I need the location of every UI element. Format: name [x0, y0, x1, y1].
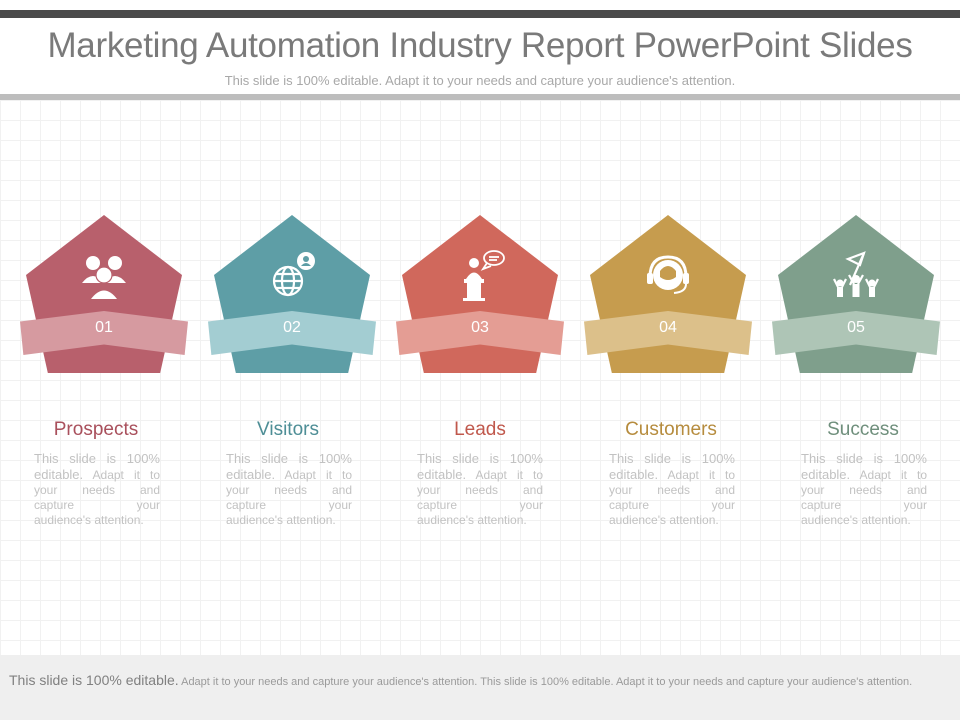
step-number: 05 [847, 319, 865, 336]
step-card-prospects: 01 [20, 215, 188, 385]
step-label-leads: Leads [454, 419, 506, 440]
slide-title: Marketing Automation Industry Report Pow… [47, 26, 913, 65]
step-number: 03 [471, 319, 489, 336]
top-bar [0, 10, 960, 18]
description-rest: Adapt it to your needs and capture your … [34, 468, 160, 527]
description-lead: This slide is 100% editable. [609, 451, 735, 482]
step-card-success: 05 [772, 215, 940, 385]
step-number: 01 [95, 319, 113, 336]
headset-support-icon [647, 255, 689, 294]
description-rest: Adapt it to your needs and capture your … [801, 468, 927, 527]
step-label-visitors: Visitors [257, 419, 319, 440]
step-card-visitors: 02 [208, 215, 376, 385]
globe-person-icon [272, 252, 315, 297]
footer-rest: Adapt it to your needs and capture your … [178, 676, 913, 688]
step-card-customers: 04 [584, 215, 752, 385]
step-label-success: Success [827, 419, 899, 440]
step-label-prospects: Prospects [53, 419, 139, 440]
description-lead: This slide is 100% editable. [226, 451, 352, 482]
step-number: 04 [659, 319, 677, 336]
description-lead: This slide is 100% editable. [417, 451, 543, 482]
speaker-podium-icon [463, 250, 505, 301]
step-card-leads: 03 [396, 215, 564, 385]
description-rest: Adapt it to your needs and capture your … [417, 468, 543, 527]
step-number: 02 [283, 319, 301, 336]
description-rest: Adapt it to your needs and capture your … [609, 468, 735, 527]
subtitle-divider [0, 94, 960, 100]
step-description-success: This slide is 100% editable. Adapt it to… [801, 451, 927, 528]
step-description-leads: This slide is 100% editable. Adapt it to… [417, 451, 543, 528]
people-icon [82, 256, 126, 299]
slide-subtitle: This slide is 100% editable. Adapt it to… [224, 73, 736, 88]
celebration-flag-icon [833, 251, 879, 297]
footer-lead: This slide is 100% editable. [9, 672, 179, 688]
step-description-prospects: This slide is 100% editable. Adapt it to… [34, 451, 160, 528]
step-description-visitors: This slide is 100% editable. Adapt it to… [226, 451, 352, 528]
footer-band: This slide is 100% editable. Adapt it to… [0, 655, 960, 720]
footer-text: This slide is 100% editable. Adapt it to… [9, 673, 951, 689]
description-lead: This slide is 100% editable. [801, 451, 927, 482]
step-label-customers: Customers [625, 419, 717, 440]
description-lead: This slide is 100% editable. [34, 451, 160, 482]
step-description-customers: This slide is 100% editable. Adapt it to… [609, 451, 735, 528]
description-rest: Adapt it to your needs and capture your … [226, 468, 352, 527]
grid-background [0, 100, 960, 655]
